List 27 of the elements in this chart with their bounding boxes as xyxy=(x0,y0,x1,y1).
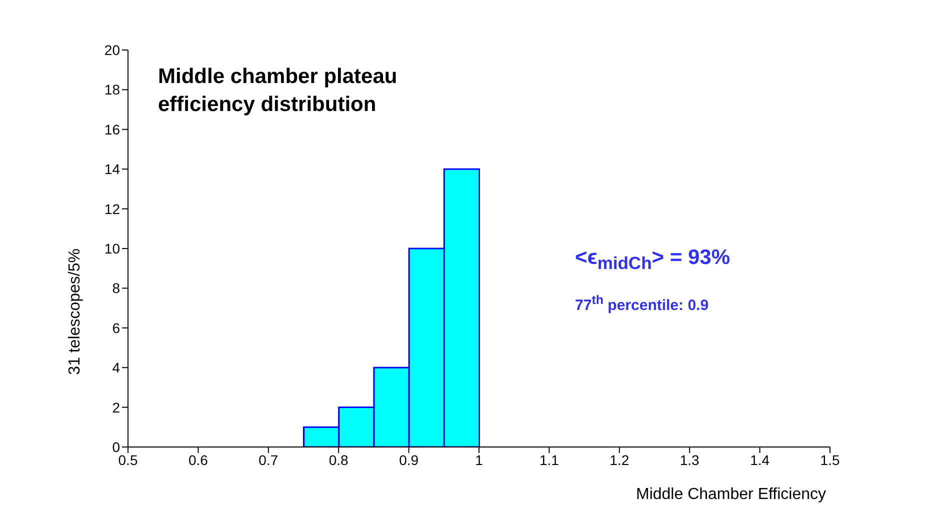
annotation: 77$^{th}$ percentile: 0.9 xyxy=(575,293,709,314)
x-tick-label: 1.5 xyxy=(820,452,840,468)
y-tick-label: 20 xyxy=(104,42,120,58)
annotation: <ϵ$_{midCh}$> = 93% xyxy=(575,246,730,274)
x-tick-label: 0.8 xyxy=(328,452,349,468)
x-tick-label: 1 xyxy=(475,452,484,468)
y-tick-label: 16 xyxy=(104,121,120,138)
x-tick-label: 1.4 xyxy=(750,452,770,468)
text: Middle chamber plateau efficiency distribution xyxy=(158,64,398,118)
x-tick-label: 1.2 xyxy=(610,452,630,468)
y-axis-title: 31 telescopes/5% xyxy=(66,248,84,375)
y-tick-label: 2 xyxy=(112,399,120,416)
y-tick-label: 4 xyxy=(112,360,120,376)
x-tick-label: 0.6 xyxy=(188,452,208,468)
x-tick-label: 0.5 xyxy=(118,452,138,468)
y-tick-label: 10 xyxy=(104,240,120,256)
y-tick-label: 18 xyxy=(104,82,120,98)
y-tick-label: 0 xyxy=(112,438,120,455)
x-tick-label: 1.1 xyxy=(539,452,560,468)
y-tick-label: 8 xyxy=(112,280,120,296)
x-axis-title: Middle Chamber Efficiency xyxy=(636,486,826,503)
y-tick-label: 12 xyxy=(104,200,120,217)
x-tick-label: 0.9 xyxy=(399,452,419,468)
x-tick-label: 1.3 xyxy=(680,452,700,468)
y-tick-label: 14 xyxy=(104,161,120,178)
y-tick-label: 6 xyxy=(112,320,120,336)
x-tick-label: 0.7 xyxy=(258,452,278,468)
